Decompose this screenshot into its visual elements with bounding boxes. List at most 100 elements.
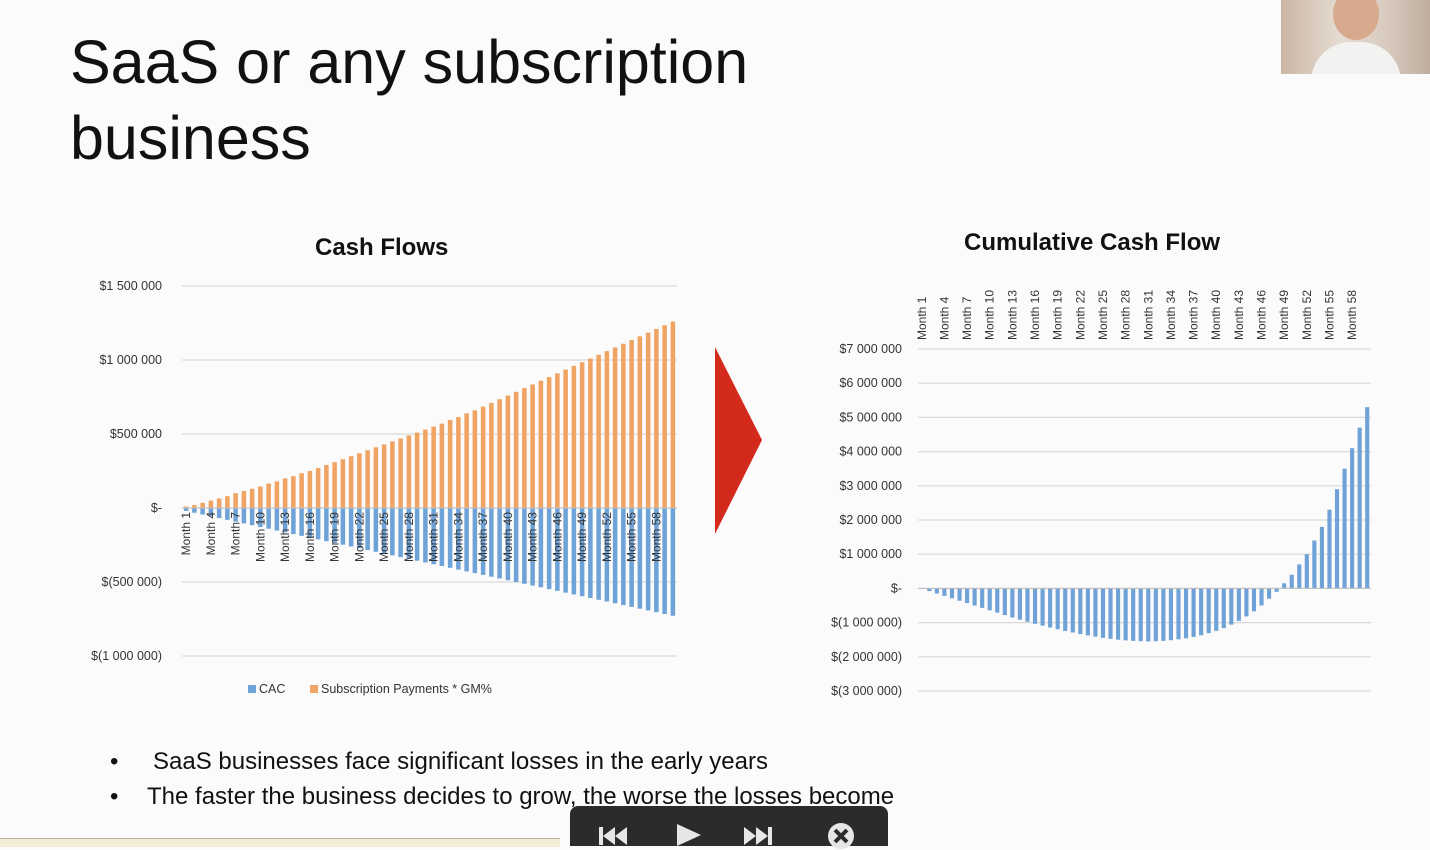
bar-cumulative: [995, 588, 1000, 613]
bar-subscription: [332, 462, 337, 508]
bar-subscription: [555, 373, 560, 508]
bar-subscription: [546, 377, 552, 508]
bar-cac: [373, 508, 379, 552]
bar-cac: [423, 508, 428, 563]
bar-cumulative: [1146, 588, 1151, 642]
bar-subscription: [522, 388, 527, 508]
bar-subscription: [381, 444, 387, 508]
bar-cac: [563, 508, 568, 593]
bar-cac: [670, 508, 676, 616]
bar-cac: [612, 508, 618, 604]
bar-cumulative: [1063, 588, 1068, 631]
skip-back-icon[interactable]: [597, 824, 631, 846]
bar-cumulative: [1274, 588, 1279, 592]
slide-title-line2: business: [70, 104, 311, 172]
bar-subscription: [406, 435, 412, 508]
bar-cumulative: [1365, 407, 1370, 589]
bar-cumulative: [1304, 554, 1309, 589]
bar-subscription: [299, 473, 304, 508]
bar-subscription: [480, 406, 486, 508]
bar-subscription: [456, 416, 461, 508]
bar-subscription: [439, 423, 445, 508]
bar-subscription: [604, 351, 610, 508]
bar-cac: [398, 508, 403, 558]
bar-subscription: [225, 496, 230, 508]
y-tick-label: $1 000 000: [839, 547, 902, 561]
legend-swatch-cac: [248, 685, 256, 693]
bar-subscription: [216, 498, 222, 508]
bar-cumulative: [1048, 588, 1053, 628]
taskbar-edge: [0, 838, 560, 847]
bar-cumulative: [1251, 588, 1257, 612]
y-tick-label: $(2 000 000): [831, 650, 902, 664]
x-tick-label: Month 28: [402, 512, 416, 562]
bar-subscription: [340, 459, 346, 508]
bar-cac: [579, 508, 585, 597]
x-tick-label: Month 43: [526, 512, 540, 562]
bar-cumulative: [1138, 588, 1143, 642]
y-tick-label: $(500 000): [102, 575, 162, 589]
bar-subscription: [497, 399, 502, 508]
y-tick-label: $3 000 000: [839, 479, 902, 493]
play-icon[interactable]: [673, 822, 703, 846]
bar-subscription: [398, 438, 403, 508]
y-tick-label: $(1 000 000): [91, 649, 162, 663]
x-tick-label: Month 58: [649, 512, 663, 562]
bar-cumulative: [1161, 588, 1166, 641]
bar-cac: [291, 508, 296, 535]
bar-cumulative: [987, 588, 992, 611]
bar-cumulative: [1259, 588, 1264, 606]
bar-cac: [249, 508, 255, 526]
bar-cac: [489, 508, 494, 577]
bar-cac: [192, 508, 197, 513]
x-tick-label: Month 49: [1277, 290, 1291, 340]
bar-subscription: [324, 465, 329, 508]
bar-cumulative: [1115, 588, 1121, 640]
bar-cumulative: [1093, 588, 1098, 637]
slide-title-line1: SaaS or any subscription: [70, 28, 749, 96]
bar-subscription: [233, 493, 238, 508]
bar-cumulative: [980, 588, 985, 608]
x-tick-label: Month 13: [278, 512, 292, 562]
skip-forward-icon[interactable]: [742, 824, 778, 846]
bar-cumulative: [942, 588, 947, 596]
bar-subscription: [365, 450, 370, 508]
bar-cumulative: [1176, 588, 1181, 640]
bar-cumulative: [964, 588, 970, 604]
bar-subscription: [183, 506, 189, 508]
x-tick-label: Month 25: [1096, 290, 1110, 340]
x-tick-label: Month 31: [427, 512, 441, 562]
legend-label-subscription: Subscription Payments * GM%: [321, 682, 492, 696]
bar-subscription: [192, 505, 197, 508]
x-tick-label: Month 58: [1345, 290, 1359, 340]
x-tick-label: Month 37: [476, 512, 490, 562]
y-tick-label: $5 000 000: [839, 410, 902, 424]
close-icon[interactable]: [824, 822, 858, 850]
bar-cac: [183, 508, 189, 511]
bar-cac: [530, 508, 535, 586]
bar-subscription: [538, 380, 544, 508]
red-arrow-icon: [715, 347, 762, 534]
webcam-person-shirt: [1311, 42, 1401, 74]
bar-subscription: [200, 502, 205, 508]
y-tick-label: $2 000 000: [839, 513, 902, 527]
bar-cumulative: [1085, 588, 1090, 636]
bar-cumulative: [1191, 588, 1196, 637]
bar-cac: [637, 508, 643, 609]
x-tick-label: Month 16: [303, 512, 317, 562]
bar-cac: [662, 508, 667, 614]
x-tick-label: Month 13: [1005, 290, 1019, 340]
bar-subscription: [208, 500, 214, 508]
bar-cac: [233, 508, 238, 522]
bullet-text: SaaS businesses face significant losses …: [153, 748, 768, 775]
bar-cac: [365, 508, 370, 551]
y-tick-label: $1 000 000: [99, 353, 162, 367]
bar-cumulative: [1040, 588, 1045, 626]
bar-subscription: [654, 328, 659, 508]
bar-cac: [464, 508, 469, 572]
bar-cac: [431, 508, 436, 565]
bar-subscription: [241, 490, 247, 508]
x-tick-label: Month 25: [377, 512, 391, 562]
bar-cac: [200, 508, 205, 515]
bar-subscription: [588, 358, 593, 508]
